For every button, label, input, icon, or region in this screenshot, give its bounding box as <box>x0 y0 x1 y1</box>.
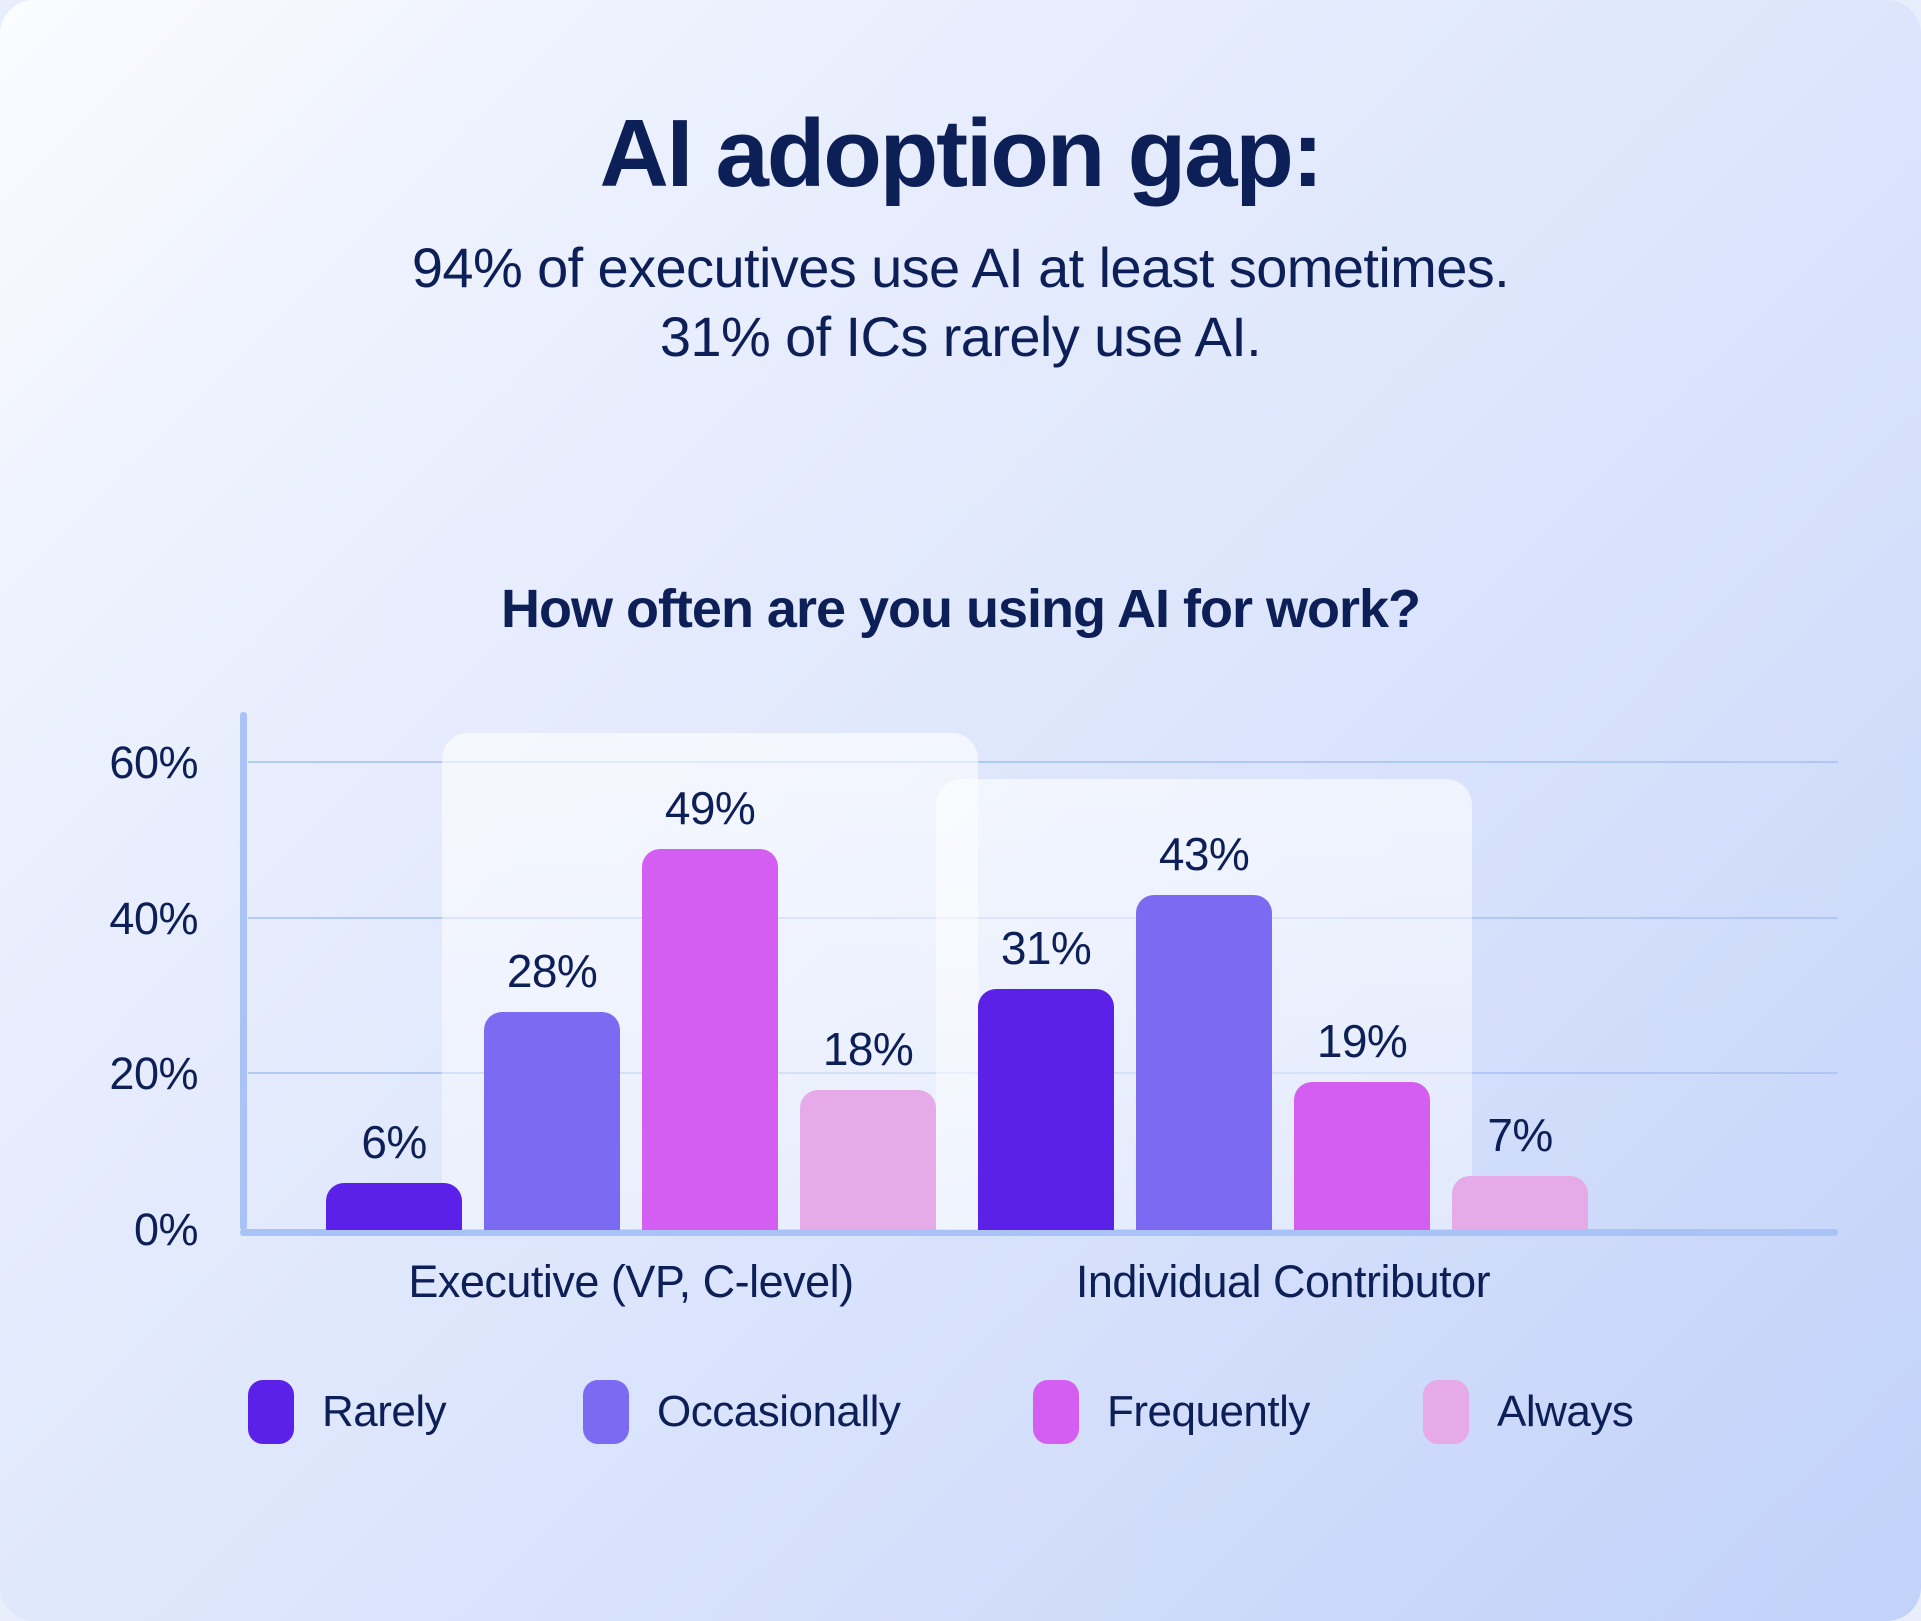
bar-slot: 6% <box>326 724 462 1230</box>
bar-value-label: 28% <box>506 945 598 998</box>
bar-value-label: 19% <box>1316 1015 1408 1068</box>
bar-value-label: 31% <box>1000 921 1092 974</box>
legend-item-frequently[interactable]: Frequently <box>1033 1380 1310 1444</box>
legend-label: Occasionally <box>657 1387 901 1436</box>
subtitle-line-1: 94% of executives use AI at least someti… <box>411 235 1510 299</box>
y-axis-tick-label: 60% <box>109 736 198 788</box>
gridline <box>248 760 1838 763</box>
legend-swatch-icon <box>248 1380 294 1444</box>
bar-group: 31% 43% 19% 7% <box>978 724 1588 1230</box>
bar[interactable] <box>326 1183 462 1230</box>
subtitle: 94% of executives use AI at least someti… <box>0 233 1921 372</box>
legend-label: Rarely <box>322 1387 447 1436</box>
y-axis-tick-label: 20% <box>109 1048 198 1100</box>
x-axis-line <box>240 1229 1838 1236</box>
bar-value-label: 49% <box>664 781 756 834</box>
bar-slot: 31% <box>978 724 1114 1230</box>
bar-slot: 49% <box>642 724 778 1230</box>
bar[interactable] <box>642 848 778 1230</box>
bar[interactable] <box>484 1012 620 1230</box>
bar-chart-plot: 0% 20% 40% 60% 6% 28% 49% 18% 31% 43% 19% 7% <box>109 712 1838 1255</box>
subtitle-line-2: 31% of ICs rarely use AI. <box>659 305 1262 369</box>
bar-slot: 28% <box>484 724 620 1230</box>
legend-label: Always <box>1497 1387 1634 1436</box>
y-axis-tick-label: 40% <box>109 892 198 944</box>
bar-value-label: 6% <box>361 1116 427 1169</box>
bar[interactable] <box>1452 1175 1588 1230</box>
legend-label: Frequently <box>1107 1387 1310 1436</box>
header: AI adoption gap: 94% of executives use A… <box>0 0 1921 372</box>
legend-item-always[interactable]: Always <box>1423 1380 1634 1444</box>
bar-value-label: 43% <box>1158 828 1250 881</box>
bar[interactable] <box>1136 895 1272 1230</box>
bar-slot: 18% <box>800 724 936 1230</box>
bar-slot: 19% <box>1294 724 1430 1230</box>
bar[interactable] <box>978 988 1114 1230</box>
bar-group: 6% 28% 49% 18% <box>326 724 936 1230</box>
x-axis-category-label: Individual Contributor <box>1075 1256 1491 1307</box>
bar-value-label: 18% <box>822 1022 914 1075</box>
legend-swatch-icon <box>1423 1380 1469 1444</box>
legend-swatch-icon <box>583 1380 629 1444</box>
legend-item-rarely[interactable]: Rarely <box>248 1380 447 1444</box>
y-axis-line <box>240 712 247 1230</box>
chart-title: How often are you using AI for work? <box>500 579 1421 639</box>
legend-swatch-icon <box>1033 1380 1079 1444</box>
bar-value-label: 7% <box>1487 1108 1553 1161</box>
bar-slot: 7% <box>1452 724 1588 1230</box>
page-title: AI adoption gap: <box>599 100 1323 207</box>
bar[interactable] <box>1294 1082 1430 1230</box>
y-axis-tick-label: 0% <box>133 1204 199 1255</box>
bar[interactable] <box>800 1089 936 1230</box>
legend-item-occasionally[interactable]: Occasionally <box>583 1380 901 1444</box>
bar-slot: 43% <box>1136 724 1272 1230</box>
x-axis-category-label: Executive (VP, C-level) <box>408 1256 854 1307</box>
